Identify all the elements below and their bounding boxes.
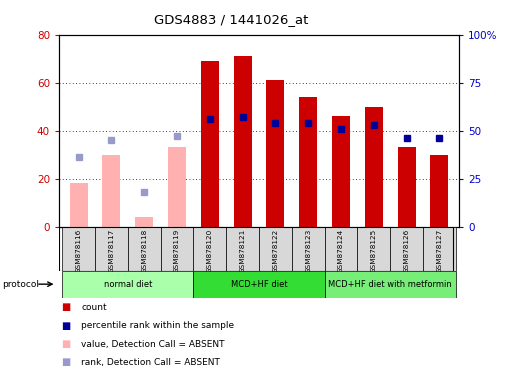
- Bar: [233, 56, 252, 227]
- Text: GSM878120: GSM878120: [207, 229, 213, 273]
- Text: ■: ■: [62, 302, 71, 312]
- Text: GSM878116: GSM878116: [76, 229, 82, 273]
- Bar: [95, 227, 128, 271]
- Text: ■: ■: [62, 321, 71, 331]
- Bar: [358, 227, 390, 271]
- Text: rank, Detection Call = ABSENT: rank, Detection Call = ABSENT: [81, 358, 220, 367]
- Bar: [266, 80, 285, 227]
- Bar: [226, 227, 259, 271]
- Text: GSM878121: GSM878121: [240, 229, 246, 273]
- Bar: [325, 227, 358, 271]
- Text: normal diet: normal diet: [104, 280, 152, 289]
- Text: GSM878118: GSM878118: [141, 229, 147, 273]
- Text: protocol: protocol: [3, 280, 40, 289]
- Bar: [70, 184, 88, 227]
- Text: GSM878122: GSM878122: [272, 229, 279, 273]
- Bar: [128, 227, 161, 271]
- Bar: [103, 155, 121, 227]
- Text: count: count: [81, 303, 107, 312]
- Text: MCD+HF diet with metformin: MCD+HF diet with metformin: [328, 280, 452, 289]
- Bar: [299, 97, 317, 227]
- Text: GSM878123: GSM878123: [305, 229, 311, 273]
- Bar: [168, 147, 186, 227]
- Text: ■: ■: [62, 358, 71, 367]
- Text: GSM878127: GSM878127: [437, 229, 442, 273]
- Bar: [423, 227, 456, 271]
- Bar: [193, 271, 325, 298]
- Bar: [292, 227, 325, 271]
- Text: GSM878119: GSM878119: [174, 229, 180, 273]
- Bar: [398, 147, 416, 227]
- Text: percentile rank within the sample: percentile rank within the sample: [81, 321, 234, 330]
- Text: GSM878125: GSM878125: [371, 229, 377, 273]
- Bar: [332, 116, 350, 227]
- Bar: [161, 227, 193, 271]
- Bar: [62, 227, 95, 271]
- Bar: [430, 155, 448, 227]
- Bar: [365, 107, 383, 227]
- Bar: [259, 227, 292, 271]
- Bar: [135, 217, 153, 227]
- Bar: [390, 227, 423, 271]
- Text: ■: ■: [62, 339, 71, 349]
- Bar: [201, 61, 219, 227]
- Text: MCD+HF diet: MCD+HF diet: [231, 280, 287, 289]
- Text: GDS4883 / 1441026_at: GDS4883 / 1441026_at: [154, 13, 308, 26]
- Text: GSM878117: GSM878117: [108, 229, 114, 273]
- Bar: [193, 227, 226, 271]
- Text: value, Detection Call = ABSENT: value, Detection Call = ABSENT: [81, 339, 225, 349]
- Text: GSM878126: GSM878126: [404, 229, 410, 273]
- Text: GSM878124: GSM878124: [338, 229, 344, 273]
- Bar: [62, 271, 193, 298]
- Bar: [325, 271, 456, 298]
